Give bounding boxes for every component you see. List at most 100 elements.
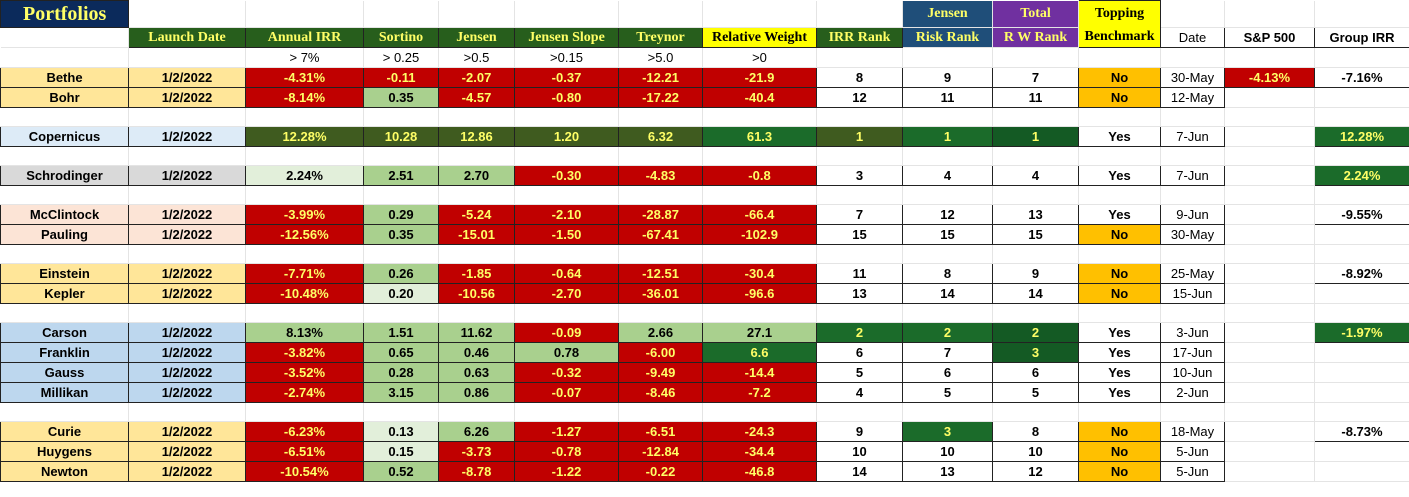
jensen-slope-cell[interactable]: -0.07 [514,382,619,403]
relative-weight-cell[interactable]: -96.6 [702,283,817,304]
treynor-cell[interactable]: -12.51 [618,263,703,284]
jensen-slope-cell[interactable]: -0.78 [514,441,619,462]
rw-rank-cell[interactable]: 11 [992,87,1079,108]
irr-rank-cell[interactable]: 14 [816,461,903,482]
jensen-cell[interactable]: 0.86 [438,382,515,403]
irr-rank-cell[interactable]: 13 [816,283,903,304]
sortino-cell[interactable]: 2.51 [363,165,439,186]
date-cell[interactable]: 25-May [1160,263,1225,284]
portfolio-name[interactable]: Einstein [0,263,129,284]
group-irr-cell[interactable] [1314,362,1409,383]
sp500-cell[interactable] [1224,224,1315,245]
header-irr-rank[interactable]: IRR Rank [816,27,903,48]
date-cell[interactable]: 30-May [1160,224,1225,245]
risk-rank-cell[interactable]: 2 [902,322,993,343]
launch-date-cell[interactable]: 1/2/2022 [128,87,246,108]
annual-irr-cell[interactable]: -3.52% [245,362,364,383]
header-jensen[interactable]: Jensen [438,27,515,48]
benchmark-cell[interactable]: No [1078,461,1161,482]
sortino-cell[interactable]: 0.52 [363,461,439,482]
risk-rank-cell[interactable]: 7 [902,342,993,363]
annual-irr-cell[interactable]: 12.28% [245,126,364,147]
group-irr-cell[interactable] [1314,342,1409,363]
benchmark-cell[interactable]: No [1078,87,1161,108]
sp500-cell[interactable] [1224,322,1315,343]
group-irr-cell[interactable]: -1.97% [1314,322,1409,343]
jensen-slope-cell[interactable]: -0.09 [514,322,619,343]
sortino-cell[interactable]: 0.29 [363,204,439,225]
treynor-cell[interactable]: -6.51 [618,421,703,442]
header-risk-rank[interactable]: Risk Rank [902,27,993,48]
header-sortino[interactable]: Sortino [363,27,439,48]
rw-rank-cell[interactable]: 3 [992,342,1079,363]
rw-rank-cell[interactable]: 5 [992,382,1079,403]
rw-rank-cell[interactable]: 1 [992,126,1079,147]
sortino-cell[interactable]: 0.15 [363,441,439,462]
risk-rank-cell[interactable]: 4 [902,165,993,186]
jensen-cell[interactable]: -1.85 [438,263,515,284]
treynor-cell[interactable]: -4.83 [618,165,703,186]
treynor-cell[interactable]: -12.84 [618,441,703,462]
header-sp500[interactable]: S&P 500 [1224,27,1315,48]
portfolio-name[interactable]: Bethe [0,67,129,88]
rw-rank-cell[interactable]: 7 [992,67,1079,88]
jensen-slope-cell[interactable]: -1.27 [514,421,619,442]
relative-weight-cell[interactable]: 61.3 [702,126,817,147]
launch-date-cell[interactable]: 1/2/2022 [128,342,246,363]
date-cell[interactable]: 18-May [1160,421,1225,442]
jensen-slope-cell[interactable]: 0.78 [514,342,619,363]
date-cell[interactable]: 17-Jun [1160,342,1225,363]
benchmark-cell[interactable]: Yes [1078,322,1161,343]
portfolio-name[interactable]: Copernicus [0,126,129,147]
jensen-cell[interactable]: 0.63 [438,362,515,383]
jensen-slope-cell[interactable]: -2.10 [514,204,619,225]
group-irr-cell[interactable] [1314,382,1409,403]
group-irr-cell[interactable] [1314,283,1409,304]
risk-rank-cell[interactable]: 1 [902,126,993,147]
sp500-cell[interactable] [1224,165,1315,186]
relative-weight-cell[interactable]: -14.4 [702,362,817,383]
jensen-slope-cell[interactable]: -0.64 [514,263,619,284]
irr-rank-cell[interactable]: 2 [816,322,903,343]
irr-rank-cell[interactable]: 8 [816,67,903,88]
sp500-cell[interactable] [1224,421,1315,442]
group-irr-cell[interactable]: 2.24% [1314,165,1409,186]
relative-weight-cell[interactable]: -102.9 [702,224,817,245]
launch-date-cell[interactable]: 1/2/2022 [128,441,246,462]
benchmark-cell[interactable]: Yes [1078,204,1161,225]
rw-rank-cell[interactable]: 6 [992,362,1079,383]
jensen-cell[interactable]: -10.56 [438,283,515,304]
risk-rank-cell[interactable]: 9 [902,67,993,88]
header-annual-irr[interactable]: Annual IRR [245,27,364,48]
header-relative-weight[interactable]: Relative Weight [702,27,817,48]
launch-date-cell[interactable]: 1/2/2022 [128,421,246,442]
risk-rank-cell[interactable]: 10 [902,441,993,462]
jensen-slope-cell[interactable]: -2.70 [514,283,619,304]
sp500-cell[interactable] [1224,87,1315,108]
launch-date-cell[interactable]: 1/2/2022 [128,382,246,403]
irr-rank-cell[interactable]: 4 [816,382,903,403]
risk-rank-cell[interactable]: 11 [902,87,993,108]
date-cell[interactable]: 2-Jun [1160,382,1225,403]
header-rw-rank[interactable]: R W Rank [992,27,1079,48]
risk-rank-cell[interactable]: 14 [902,283,993,304]
sp500-cell[interactable] [1224,342,1315,363]
rw-rank-cell[interactable]: 8 [992,421,1079,442]
irr-rank-cell[interactable]: 6 [816,342,903,363]
benchmark-cell[interactable]: No [1078,441,1161,462]
annual-irr-cell[interactable]: -6.23% [245,421,364,442]
group-irr-cell[interactable] [1314,441,1409,462]
sp500-cell[interactable] [1224,204,1315,225]
irr-rank-cell[interactable]: 9 [816,421,903,442]
irr-rank-cell[interactable]: 3 [816,165,903,186]
relative-weight-cell[interactable]: -24.3 [702,421,817,442]
sp500-cell[interactable] [1224,362,1315,383]
group-irr-cell[interactable]: 12.28% [1314,126,1409,147]
annual-irr-cell[interactable]: -4.31% [245,67,364,88]
relative-weight-cell[interactable]: -7.2 [702,382,817,403]
benchmark-cell[interactable]: Yes [1078,126,1161,147]
treynor-cell[interactable]: -17.22 [618,87,703,108]
date-cell[interactable]: 5-Jun [1160,461,1225,482]
header-launch-date[interactable]: Launch Date [128,27,246,48]
rw-rank-cell[interactable]: 2 [992,322,1079,343]
